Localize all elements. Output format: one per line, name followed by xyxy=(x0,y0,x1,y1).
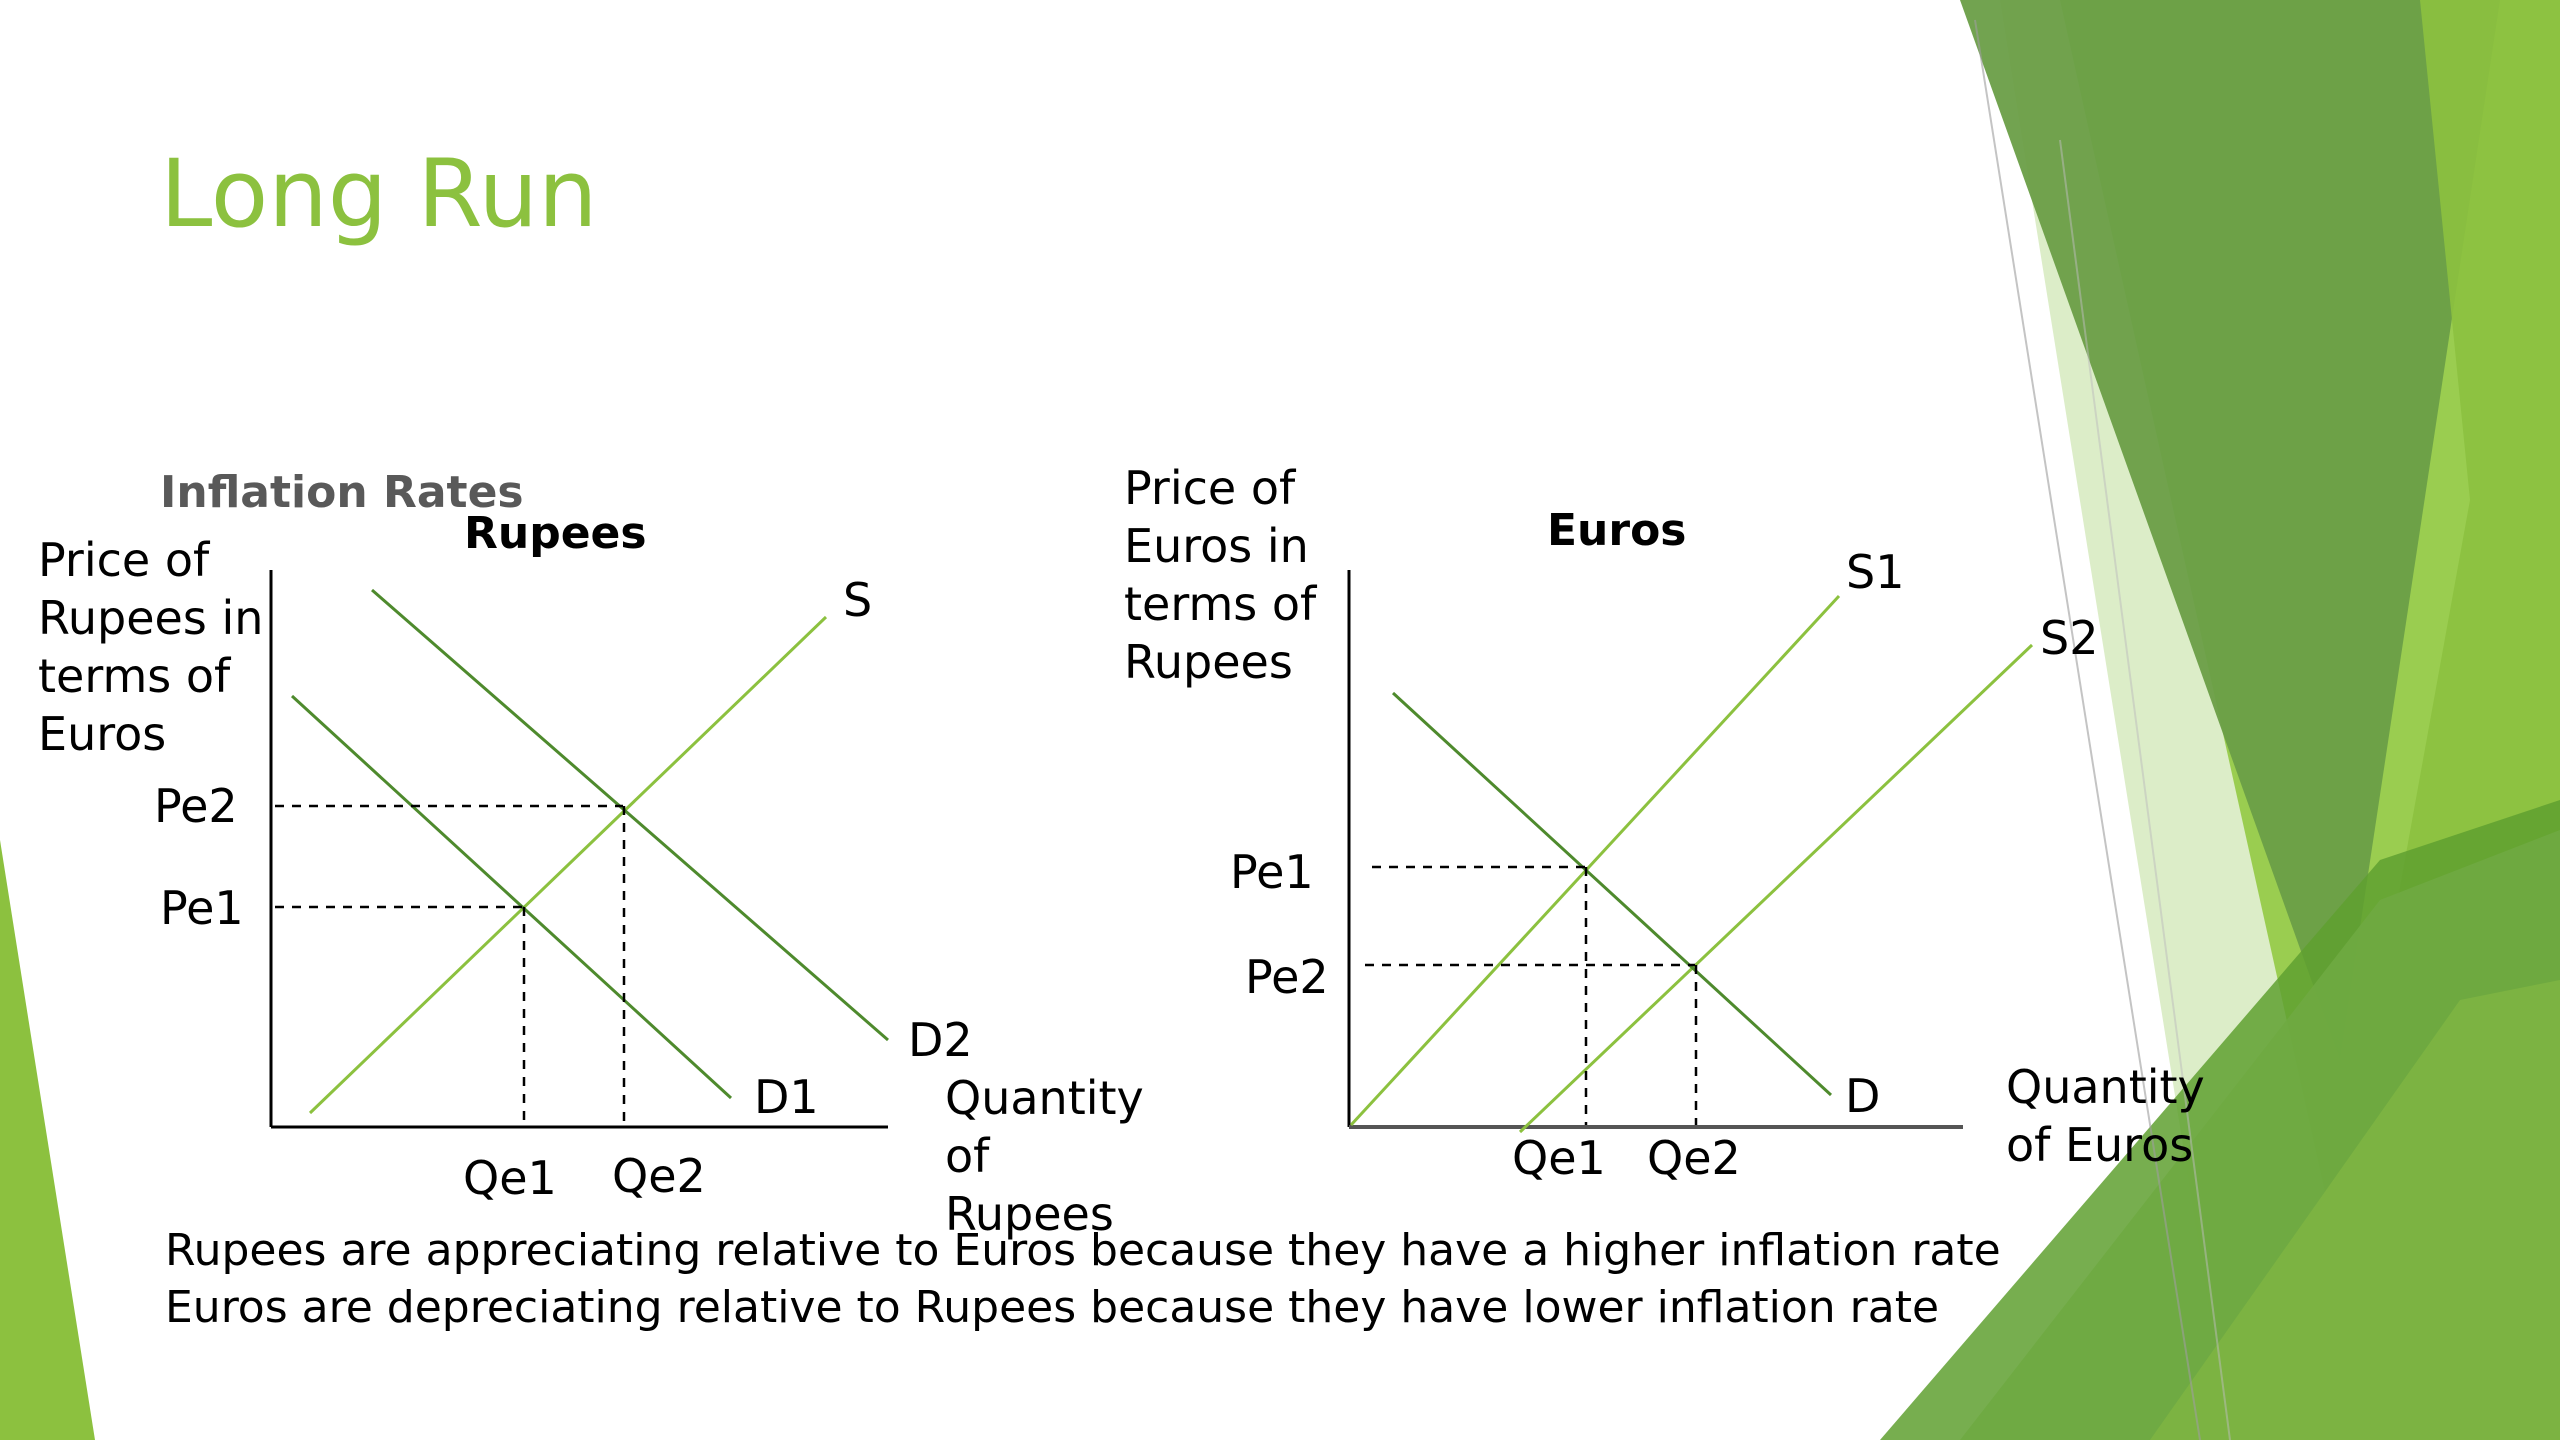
euros-supply-curve-s2 xyxy=(1518,643,2034,1134)
rupees-quantity-label-qe1: Qe1 xyxy=(463,1151,557,1205)
euros-quantity-label-qe1: Qe1 xyxy=(1512,1131,1606,1185)
rupees-chart-title: Rupees xyxy=(464,508,647,559)
rupees-price-label-pe2: Pe2 xyxy=(154,779,238,833)
euros-supply-curve-s1 xyxy=(1349,594,1841,1127)
caption-rupees: Rupees are appreciating relative to Euro… xyxy=(165,1225,2001,1276)
euros-price-label-pe1: Pe1 xyxy=(1230,845,1314,899)
rupees-price-label-pe1: Pe1 xyxy=(160,881,244,935)
euros-demand-curve xyxy=(1391,691,1833,1097)
rupees-x-axis-label: Quantity of Rupees xyxy=(945,1069,1144,1243)
caption-euros: Euros are depreciating relative to Rupee… xyxy=(165,1282,1940,1333)
left-accent-bar xyxy=(0,840,95,1440)
rupees-y-axis-label: Price of Rupees in terms of Euros xyxy=(38,531,263,763)
right-accent-dark xyxy=(1960,0,2500,1060)
euros-y-axis-label-line: Euros in xyxy=(1124,519,1309,573)
rupees-y-axis-label-line: Euros xyxy=(38,707,167,761)
euros-quantity-label-qe2: Qe2 xyxy=(1647,1131,1741,1185)
rupees-demand-curve-d2 xyxy=(371,588,889,1042)
rupees-x-axis-label-line: Rupees xyxy=(945,1187,1114,1241)
euros-diagram xyxy=(1347,570,2034,1134)
euros-demand-label: D xyxy=(1845,1069,1881,1123)
subheading: Inflation Rates xyxy=(160,467,524,518)
rupees-demand-curve-d1 xyxy=(290,694,733,1100)
rupees-y-axis-label-line: Rupees in xyxy=(38,591,264,645)
rupees-demand-label-d1: D1 xyxy=(754,1070,819,1124)
euros-x-axis-label-line: of Euros xyxy=(2006,1118,2194,1172)
euros-y-axis-label-line: Price of xyxy=(1124,461,1296,515)
rupees-quantity-label-qe2: Qe2 xyxy=(612,1149,706,1203)
rupees-supply-curve xyxy=(308,615,828,1115)
rupees-demand-label-d2: D2 xyxy=(908,1013,973,1067)
slide-title: Long Run xyxy=(160,140,598,249)
euros-price-label-pe2: Pe2 xyxy=(1245,950,1329,1004)
rupees-diagram xyxy=(269,570,889,1129)
bottom-accent-mid xyxy=(2150,980,2560,1440)
euros-supply-label-s1: S1 xyxy=(1846,545,1905,599)
rupees-x-axis-label-line: of xyxy=(945,1129,990,1183)
euros-y-axis-label: Price of Euros in terms of Rupees xyxy=(1124,459,1316,691)
rupees-y-axis-label-line: terms of xyxy=(38,649,231,703)
euros-y-axis-label-line: Rupees xyxy=(1124,635,1293,689)
euros-supply-label-s2: S2 xyxy=(2040,611,2099,665)
euros-chart-title: Euros xyxy=(1547,505,1687,556)
rupees-supply-label: S xyxy=(843,573,873,627)
euros-y-axis-label-line: terms of xyxy=(1124,577,1317,631)
thin-accent-line xyxy=(1974,19,2201,1440)
thin-accent-line-2 xyxy=(2059,139,2231,1440)
rupees-y-axis-label-line: Price of xyxy=(38,533,210,587)
euros-x-axis-label-line: Quantity xyxy=(2006,1060,2205,1114)
rupees-x-axis-label-line: Quantity xyxy=(945,1071,1144,1125)
euros-x-axis-label: Quantity of Euros xyxy=(2006,1058,2205,1174)
